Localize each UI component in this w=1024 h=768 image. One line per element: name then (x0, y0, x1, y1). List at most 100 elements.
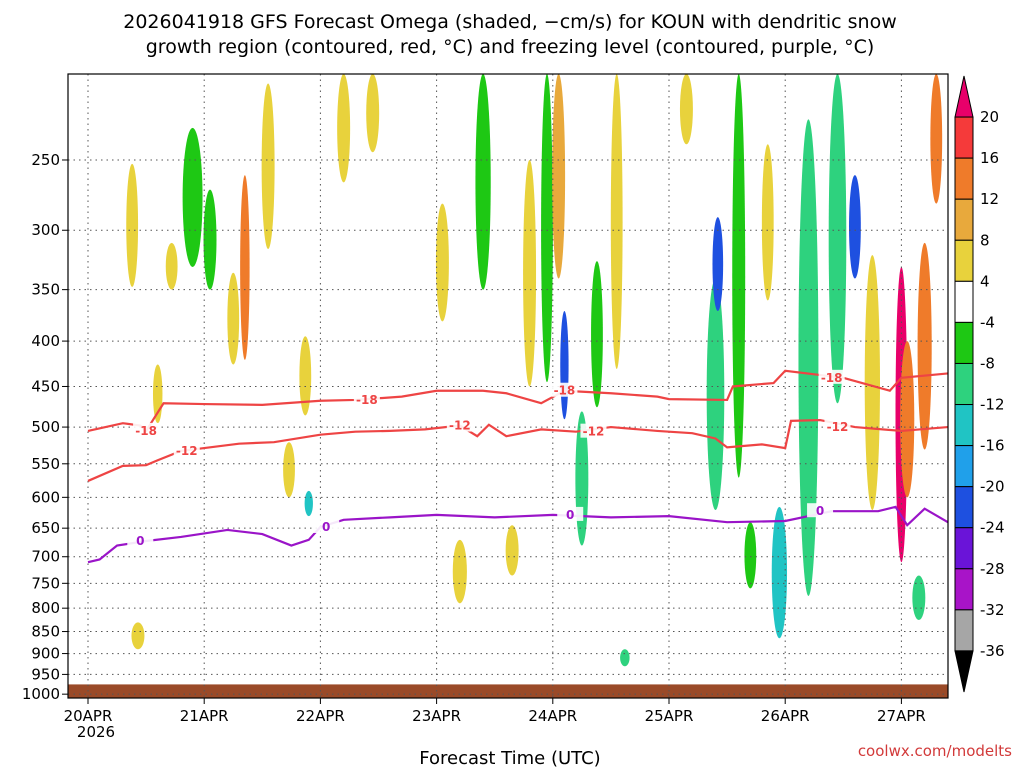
y-tick-label-850: 850 (31, 623, 60, 641)
omega-cell-16 (475, 74, 491, 290)
contour-label--12-1: -12 (449, 419, 471, 433)
plot-grid (68, 74, 948, 698)
x-tick-label-20APR: 20APR (64, 707, 113, 725)
colorbar-segment (954, 321, 974, 364)
omega-cell-35 (849, 175, 861, 279)
colorbar-label--28: -28 (980, 560, 1005, 578)
y-tick-label-1000: 1000 (22, 685, 60, 703)
colorbar-label-8: 8 (980, 231, 990, 249)
contour-label--12-3: -12 (827, 420, 849, 434)
y-tick-label-700: 700 (31, 548, 60, 566)
colorbar-label--24: -24 (980, 519, 1005, 537)
colorbar-label--12: -12 (980, 396, 1005, 414)
contour-label-0-3: 0 (816, 504, 824, 518)
colorbar-segment (954, 445, 974, 488)
colorbar-label--4: -4 (980, 313, 995, 331)
colorbar-segment (954, 609, 974, 652)
omega-cell-1 (131, 622, 145, 650)
contour-label-bg (133, 422, 160, 437)
colorbar-label--32: -32 (980, 601, 1005, 619)
contour-line--18 (87, 369, 948, 433)
omega-cell-19 (541, 74, 553, 383)
contour-label-bg (557, 506, 584, 521)
contour-line-0 (87, 505, 949, 564)
contour-label--12-0: -12 (176, 444, 198, 458)
omega-cell-33 (798, 119, 819, 596)
y-tick-label-900: 900 (31, 645, 60, 663)
x-axis-label: Forecast Time (UTC) (419, 748, 600, 768)
omega-cell-24 (610, 74, 623, 369)
x-tick-label-21APR: 21APR (180, 707, 229, 725)
ground-surface (68, 684, 948, 698)
colorbar-segment (954, 116, 974, 159)
chart-title-line-2: growth region (contoured, red, °C) and f… (146, 36, 875, 58)
chart-title-line-1: 2026041918 GFS Forecast Omega (shaded, −… (123, 11, 897, 33)
colorbar-segment (954, 157, 974, 200)
x-tick-label-22APR: 22APR (296, 707, 345, 725)
omega-cell-30 (744, 522, 757, 589)
y-tick-label-400: 400 (31, 332, 60, 350)
y-tick-label-600: 600 (31, 488, 60, 506)
colorbar-segment (954, 486, 974, 529)
omega-cell-20 (552, 74, 566, 279)
omega-cell-29 (732, 74, 746, 478)
y-axis: 250 300 350 400 450 500 550 600 650 700 750 800 850 9… (22, 151, 68, 703)
y-tick-label-250: 250 (31, 151, 60, 169)
colorbar-segment (954, 650, 974, 693)
colorbar: 20 16 12 8 4 -4 -8 -12 -16 -20 -24 -28 -32 -36 (954, 75, 1005, 693)
omega-cell-21 (560, 311, 569, 420)
temperature-contours: -18 -18 -18 -18 -12 -12 -12 -12 0 0 0 0 (87, 369, 949, 564)
colorbar-label-12: 12 (980, 190, 999, 208)
omega-cell-36 (864, 255, 880, 510)
colorbar-label--8: -8 (980, 354, 995, 372)
contour-line--12 (87, 418, 948, 482)
colorbar-label--20: -20 (980, 478, 1005, 496)
omega-cell-34 (828, 74, 847, 404)
colorbar-label-16: 16 (980, 149, 999, 167)
x-tick-label-27APR: 27APR (877, 707, 926, 725)
credit-link[interactable]: coolwx.com/modelts (858, 742, 1012, 760)
y-tick-label-550: 550 (31, 455, 60, 473)
contour-label-bg (173, 442, 200, 457)
omega-cell-25 (620, 649, 630, 667)
contour-label--12-2: -12 (583, 425, 605, 439)
contour-label--18-3: -18 (821, 371, 843, 385)
omega-cell-0 (126, 163, 139, 287)
contour-label-bg (818, 369, 845, 384)
x-tick-label-24APR: 24APR (528, 707, 577, 725)
y-tick-label-800: 800 (31, 599, 60, 617)
contour-label-0-0: 0 (136, 534, 144, 548)
omega-cell-10 (299, 336, 312, 416)
omega-cell-9 (283, 442, 295, 498)
contour-label-bg (551, 382, 578, 397)
omega-cell-38 (900, 341, 915, 498)
x-tick-label-26APR: 26APR (761, 707, 810, 725)
omega-cell-6 (227, 272, 240, 365)
omega-cell-41 (912, 575, 926, 621)
colorbar-segment (954, 527, 974, 570)
omega-cell-14 (435, 203, 449, 322)
contour-label-bg (807, 503, 834, 518)
y-tick-label-450: 450 (31, 377, 60, 395)
contour-label--18-2: -18 (554, 384, 576, 398)
colorbar-segment (954, 568, 974, 611)
omega-cell-18 (523, 159, 537, 387)
omega-cell-17 (505, 525, 519, 576)
colorbar-segment (954, 75, 974, 118)
contour-label-0-2: 0 (566, 508, 574, 522)
colorbar-segment (954, 404, 974, 447)
omega-cell-11 (304, 490, 313, 517)
colorbar-segment (954, 239, 974, 282)
omega-cell-31 (761, 144, 774, 301)
colorbar-label--16: -16 (980, 437, 1005, 455)
omega-cell-39 (917, 242, 932, 450)
colorbar-segment (954, 198, 974, 241)
x-axis-year: 2026 (77, 723, 115, 741)
omega-cell-3 (165, 242, 178, 290)
colorbar-label-4: 4 (980, 272, 990, 290)
omega-cell-5 (203, 189, 217, 290)
contour-label-bg (446, 417, 473, 432)
contour-label--18-0: -18 (135, 424, 157, 438)
omega-cell-26 (679, 74, 693, 145)
